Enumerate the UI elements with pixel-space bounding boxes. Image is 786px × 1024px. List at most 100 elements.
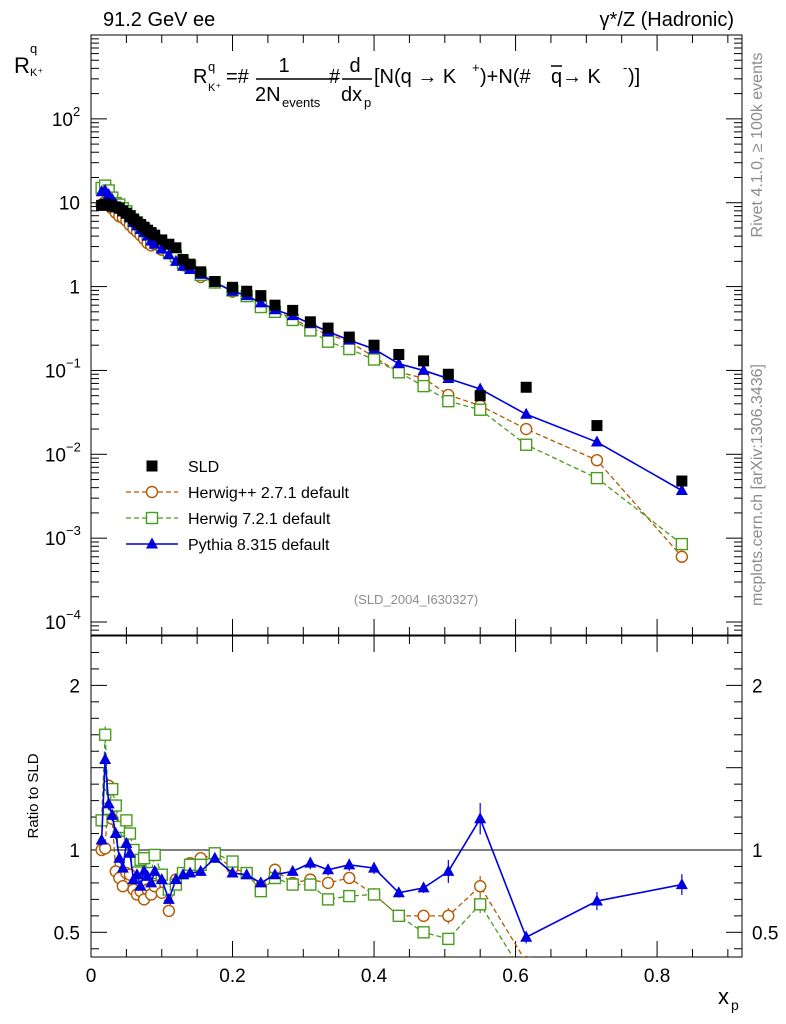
data-point-ratio xyxy=(473,880,487,893)
data-point-main xyxy=(287,304,299,316)
svg-text:q: q xyxy=(551,66,562,88)
data-point-main xyxy=(241,285,253,297)
series-line-main xyxy=(101,200,683,558)
data-point-ratio xyxy=(155,873,168,885)
formula-title: R q K⁺ =# 1 2N events # d dx p [N(q → K … xyxy=(193,55,640,110)
svg-text:K⁺: K⁺ xyxy=(208,82,221,94)
data-point-main xyxy=(590,435,603,447)
data-point-ratio xyxy=(226,855,239,868)
data-point-ratio xyxy=(148,848,161,862)
ratio-y-tick-label: 2 xyxy=(69,676,80,697)
data-point-main xyxy=(675,537,689,551)
legend-label: SLD xyxy=(188,459,219,476)
data-point-ratio xyxy=(286,864,299,876)
y-tick-exp: −1 xyxy=(66,355,81,370)
data-point-main xyxy=(520,407,533,419)
data-point-main xyxy=(367,353,381,366)
data-point-main xyxy=(155,242,168,254)
data-point-ratio xyxy=(392,909,406,923)
data-point-ratio xyxy=(321,876,335,890)
x-tick-label: 0.2 xyxy=(219,966,245,987)
svg-text:R: R xyxy=(193,66,207,88)
data-point-ratio xyxy=(109,827,122,839)
data-point-ratio xyxy=(343,889,356,903)
y-tick-label: 10 2 xyxy=(52,104,80,131)
y-tick-base: 10 xyxy=(45,361,66,382)
data-point-ratio xyxy=(102,797,115,809)
data-point-main xyxy=(519,422,533,436)
data-point-ratio xyxy=(343,858,356,870)
data-point-ratio xyxy=(95,833,108,845)
ratio-y-tick-label-right: 0.5 xyxy=(752,923,778,944)
data-point-main xyxy=(675,484,688,496)
data-point-ratio xyxy=(442,864,455,876)
ratio-y-tick-label-right: 2 xyxy=(752,676,763,697)
legend-entry: Herwig++ 2.7.1 default xyxy=(126,485,350,502)
rivet-version-label: Rivet 4.1.0, ≥ 100k events xyxy=(749,53,766,238)
legend-label: Herwig++ 2.7.1 default xyxy=(188,485,350,502)
svg-text:x: x xyxy=(718,984,729,1009)
data-point-ratio xyxy=(106,808,119,820)
svg-text:events: events xyxy=(282,95,321,110)
svg-text:p: p xyxy=(731,997,739,1013)
svg-text:)+N(#: )+N(# xyxy=(480,66,531,88)
x-tick-label: 0.6 xyxy=(502,966,528,987)
svg-text:2N: 2N xyxy=(255,84,281,106)
svg-text:=#: =# xyxy=(226,66,250,88)
data-point-ratio xyxy=(116,880,130,893)
data-point-ratio xyxy=(169,873,182,885)
data-point-main xyxy=(227,281,239,293)
x-tick-label: 0 xyxy=(86,966,97,987)
data-point-ratio xyxy=(113,851,126,863)
data-point-ratio xyxy=(226,866,239,878)
data-point-ratio xyxy=(137,852,151,865)
main-y-axis-label: R q K⁺ xyxy=(14,41,43,79)
data-point-main xyxy=(520,381,532,393)
data-point-ratio xyxy=(268,868,281,880)
data-point-ratio xyxy=(98,728,112,741)
data-point-main xyxy=(184,258,196,270)
data-point-main xyxy=(177,254,189,266)
data-point-main xyxy=(209,275,221,287)
svg-text:d: d xyxy=(349,55,360,77)
data-point-ratio xyxy=(99,752,112,764)
svg-text:-: - xyxy=(623,60,627,75)
data-point-main xyxy=(392,366,406,379)
legend-marker xyxy=(145,511,159,525)
data-point-main xyxy=(368,339,380,351)
header-energy-label: 91.2 GeV ee xyxy=(103,9,215,31)
ratio-data-layer xyxy=(91,726,742,957)
data-point-main xyxy=(393,348,405,360)
legend-marker xyxy=(145,485,159,499)
data-point-main xyxy=(254,296,267,308)
data-point-main xyxy=(255,290,267,302)
data-point-ratio xyxy=(442,909,455,923)
svg-text:q: q xyxy=(208,59,215,74)
data-point-main xyxy=(442,368,454,380)
svg-text:1: 1 xyxy=(278,55,289,77)
y-tick-base: 10 xyxy=(52,110,73,131)
data-point-main xyxy=(417,379,430,393)
data-point-main xyxy=(148,237,161,249)
data-point-main xyxy=(590,471,604,485)
mcplots-reference-label: mcplots.cern.ch [arXiv:1306.3436] xyxy=(749,364,766,606)
ratio-y-axis-label: Ratio to SLD xyxy=(25,753,42,838)
main-data-layer xyxy=(95,179,689,563)
data-point-main xyxy=(170,242,182,254)
x-axis-label: x p xyxy=(718,984,739,1013)
svg-text:[N(q → K: [N(q → K xyxy=(374,66,457,88)
y-tick-label: 10 xyxy=(59,194,80,215)
analysis-tag: (SLD_2004_I630327) xyxy=(354,592,478,607)
ratio-y-tick-label: 1 xyxy=(69,841,80,862)
data-point-main xyxy=(676,475,688,487)
legend-label: Herwig 7.2.1 default xyxy=(188,511,331,528)
legend-label: Pythia 8.315 default xyxy=(188,537,330,554)
svg-text:p: p xyxy=(364,95,371,110)
svg-text:q: q xyxy=(30,41,37,56)
legend: SLD Herwig++ 2.7.1 default Herwig 7.2.1 de… xyxy=(126,459,350,554)
y-tick-label: 10 −4 xyxy=(45,607,81,634)
data-point-main xyxy=(473,403,487,416)
data-point-ratio xyxy=(162,904,176,918)
